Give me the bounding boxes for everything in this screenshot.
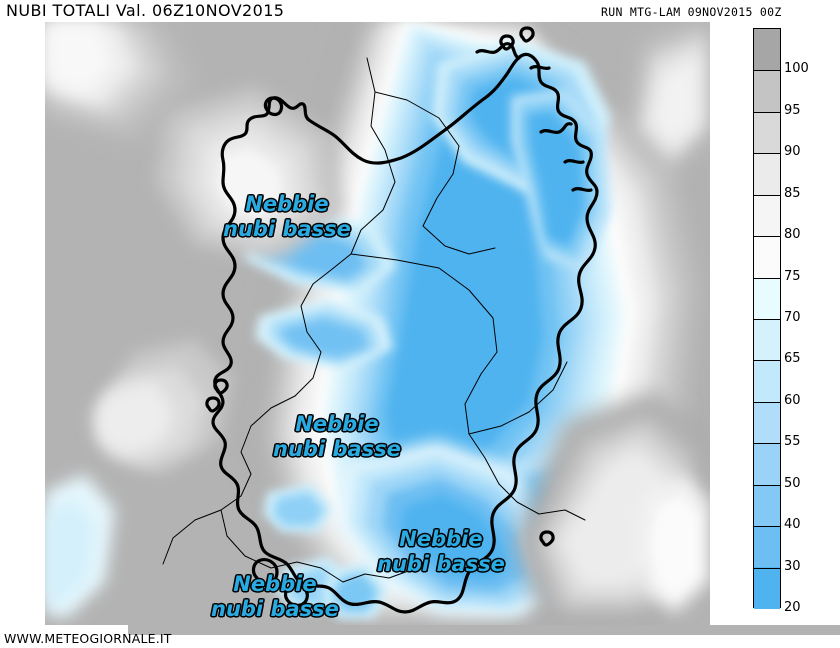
colorbar-tick-label: 30	[784, 558, 801, 574]
colorbar-band-divider	[754, 484, 780, 486]
colorbar-band-divider	[754, 401, 780, 403]
colorbar-band-divider	[754, 567, 780, 569]
footer-white-bar	[0, 641, 840, 648]
colorbar-band-divider	[754, 153, 780, 155]
map-label-line2: nubi basse	[377, 552, 505, 576]
colorbar-band-divider	[754, 111, 780, 113]
colorbar-band	[754, 29, 780, 71]
colorbar-band	[754, 567, 780, 609]
colorbar-band	[754, 443, 780, 485]
colorbar	[753, 28, 781, 609]
colorbar-band	[754, 401, 780, 444]
colorbar-band-divider	[754, 319, 780, 320]
map-label-line1: Nebbie	[295, 412, 379, 436]
colorbar-tick-label: 85	[784, 185, 801, 201]
map-label-line1: Nebbie	[245, 192, 329, 216]
colorbar-band	[754, 526, 780, 568]
colorbar-tick-label: 80	[784, 227, 801, 243]
map-label-nebbie-west: Nebbie nubi basse	[273, 412, 401, 462]
colorbar-tick-label: 20	[784, 600, 801, 615]
map-label-nebbie-southwest: Nebbie nubi basse	[211, 572, 339, 622]
map-canvas	[45, 22, 710, 625]
colorbar-band-divider	[754, 443, 780, 445]
colorbar-band-divider	[754, 526, 780, 528]
map-label-line2: nubi basse	[223, 217, 351, 241]
colorbar-band-divider	[754, 236, 780, 238]
colorbar-tick-label: 60	[784, 392, 801, 408]
colorbar-tick-label: 50	[784, 475, 801, 491]
model-run-info: RUN MTG-LAM 09NOV2015 00Z	[601, 5, 782, 19]
map-label-nebbie-southeast: Nebbie nubi basse	[377, 527, 505, 577]
colorbar-band-divider	[754, 277, 780, 279]
footer-grey-bar	[128, 625, 840, 635]
colorbar-tick-label: 75	[784, 268, 801, 284]
map-label-line2: nubi basse	[211, 597, 339, 621]
cloud-field	[45, 22, 710, 625]
colorbar-tick-label: 65	[784, 351, 801, 367]
colorbar-band-divider	[754, 194, 780, 196]
page-title: NUBI TOTALI Val. 06Z10NOV2015	[6, 1, 285, 20]
map-label-nebbie-north: Nebbie nubi basse	[223, 192, 351, 242]
colorbar-tick-label: 40	[784, 517, 801, 533]
colorbar-tick-label: 90	[784, 144, 801, 160]
colorbar-tick-label: 95	[784, 102, 801, 118]
colorbar-band	[754, 70, 780, 112]
map-label-line1: Nebbie	[233, 572, 317, 596]
map-label-line1: Nebbie	[399, 527, 483, 551]
colorbar-tick-label: 100	[784, 61, 809, 77]
coastline	[205, 26, 599, 614]
colorbar-band	[754, 484, 780, 527]
colorbar-band-divider	[754, 360, 780, 362]
colorbar-tick-label: 55	[784, 434, 801, 450]
map-label-line2: nubi basse	[273, 437, 401, 461]
colorbar-band	[754, 153, 780, 195]
colorbar-band	[754, 111, 780, 154]
cloud-cover-map[interactable]: Nebbie nubi basse Nebbie nubi basse Nebb…	[45, 22, 710, 625]
colorbar-band	[754, 194, 780, 237]
colorbar-band	[754, 318, 780, 361]
colorbar-band	[754, 236, 780, 278]
colorbar-band	[754, 277, 780, 319]
colorbar-band-divider	[754, 70, 780, 72]
colorbar-band	[754, 360, 780, 402]
colorbar-tick-label: 70	[784, 310, 801, 325]
colorbar-tick-labels: 100 95 90 85 80 75 70 65 60 55 50 40 30 20	[784, 28, 840, 614]
watermark: WWW.METEOGIORNALE.IT	[4, 631, 172, 646]
